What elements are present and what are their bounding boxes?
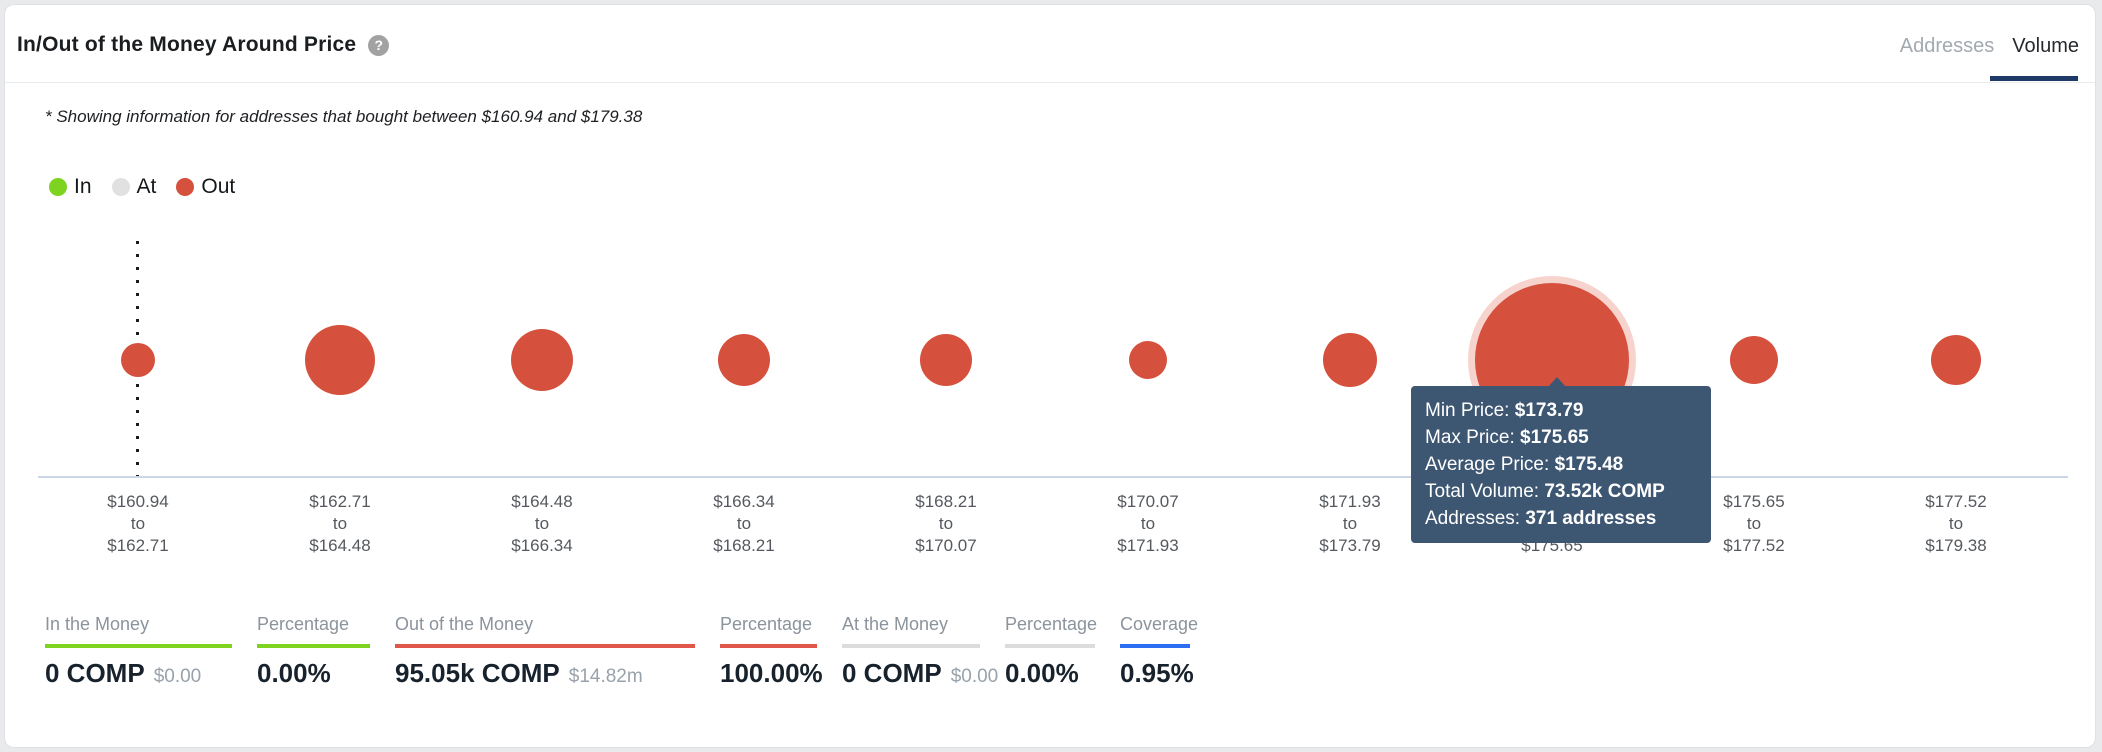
stat-label: Percentage	[257, 614, 350, 634]
stat-percentage-5: Percentage 0.00%	[1005, 613, 1098, 689]
stat-sub-value: $14.82m	[568, 666, 643, 687]
stats-footer: In the Money 0 COMP $0.00 Percentage 0.00% Ou…	[45, 613, 1199, 689]
bubble-160.94-to-162.71[interactable]	[121, 343, 155, 377]
title-wrap: In/Out of the Money Around Price ?	[17, 33, 390, 57]
x-axis-label-8: $175.65 to $177.52	[1723, 492, 1785, 555]
stat-value: 0.95%	[1120, 658, 1194, 688]
legend-label: Out	[201, 175, 236, 198]
legend-label: In	[74, 175, 92, 198]
bubble-171.93-to-173.79[interactable]	[1323, 333, 1377, 387]
stat-underline	[1005, 644, 1095, 648]
x-axis-line	[38, 476, 2068, 478]
x-axis-label-2: $164.48 to $166.34	[511, 492, 573, 555]
stat-underline	[1120, 644, 1190, 648]
stat-label: Percentage	[720, 614, 813, 634]
stat-label: Out of the Money	[395, 614, 534, 634]
stat-value: 0 COMP	[45, 658, 145, 688]
stat-underline	[720, 644, 817, 648]
stat-coverage-6: Coverage 0.95%	[1120, 613, 1199, 689]
tab-volume[interactable]: Volume	[2012, 35, 2079, 57]
bubble-168.21-to-170.07[interactable]	[920, 334, 972, 386]
tooltip-row-1: Max Price: $175.65	[1425, 427, 1589, 448]
in-out-money-card: In/Out of the Money Around Price ? Addre…	[4, 4, 2096, 748]
page-title: In/Out of the Money Around Price	[17, 33, 357, 56]
card-header: In/Out of the Money Around Price ? Addre…	[5, 5, 2095, 83]
x-axis-label-9: $177.52 to $179.38	[1925, 492, 1987, 555]
stat-sub-value: $0.00	[153, 666, 202, 687]
stat-value: 0.00%	[257, 658, 331, 688]
stat-underline	[45, 644, 232, 648]
stat-value: 100.00%	[720, 658, 823, 688]
legend-dot-at	[111, 178, 130, 196]
stat-label: At the Money	[842, 614, 949, 634]
stat-value: 95.05k COMP	[395, 658, 560, 688]
bubble-tooltip: Min Price: $173.79 Max Price: $175.65 Aver…	[1411, 377, 1711, 543]
stat-label: Coverage	[1120, 614, 1199, 634]
legend-item-at[interactable]: At	[111, 175, 157, 199]
x-axis-label-5: $170.07 to $171.93	[1117, 492, 1179, 555]
tooltip-row-2: Average Price: $175.48	[1425, 454, 1624, 475]
stat-underline	[257, 644, 370, 648]
x-axis-label-6: $171.93 to $173.79	[1319, 492, 1381, 555]
bubble-170.07-to-171.93[interactable]	[1129, 341, 1167, 379]
tabs: Addresses Volume	[1900, 35, 2079, 58]
bubble-162.71-to-164.48[interactable]	[305, 325, 375, 395]
bubble-164.48-to-166.34[interactable]	[511, 329, 573, 391]
x-axis-label-0: $160.94 to $162.71	[107, 492, 169, 555]
stat-value: 0.00%	[1005, 658, 1079, 688]
chart-subtitle: * Showing information for addresses that…	[45, 107, 643, 126]
stat-out-of-the-money-2: Out of the Money 95.05k COMP $14.82m	[395, 613, 695, 689]
active-tab-underline	[1990, 76, 2078, 81]
stat-label: Percentage	[1005, 614, 1098, 634]
bubble-177.52-to-179.38[interactable]	[1931, 335, 1981, 385]
tooltip-row-4: Addresses: 371 addresses	[1425, 508, 1657, 529]
tooltip-row-3: Total Volume: 73.52k COMP	[1425, 481, 1665, 502]
stat-at-the-money-4: At the Money 0 COMP $0.00	[842, 613, 998, 689]
stat-percentage-3: Percentage 100.00%	[720, 613, 823, 689]
stat-underline	[395, 644, 695, 648]
stat-label: In the Money	[45, 614, 150, 634]
x-axis-label-3: $166.34 to $168.21	[713, 492, 775, 555]
tab-addresses[interactable]: Addresses	[1899, 35, 1995, 57]
stat-value: 0 COMP	[842, 658, 942, 688]
legend: In At Out	[49, 175, 235, 199]
stat-sub-value: $0.00	[950, 666, 999, 687]
stat-percentage-1: Percentage 0.00%	[257, 613, 370, 689]
legend-dot-out	[176, 178, 195, 196]
x-axis-label-1: $162.71 to $164.48	[309, 492, 371, 555]
legend-item-in[interactable]: In	[49, 175, 92, 199]
y-axis-clipped-label: 0	[5, 245, 6, 262]
stat-underline	[842, 644, 980, 648]
help-icon[interactable]: ?	[368, 34, 390, 56]
legend-dot-in	[49, 178, 67, 196]
legend-label: At	[136, 175, 157, 198]
tooltip-row-0: Min Price: $173.79	[1425, 400, 1584, 421]
bubble-175.65-to-177.52[interactable]	[1730, 336, 1778, 384]
stat-in-the-money-0: In the Money 0 COMP $0.00	[45, 613, 232, 689]
x-axis-label-4: $168.21 to $170.07	[915, 492, 977, 555]
bubble-166.34-to-168.21[interactable]	[718, 334, 770, 386]
legend-item-out[interactable]: Out	[176, 175, 235, 199]
